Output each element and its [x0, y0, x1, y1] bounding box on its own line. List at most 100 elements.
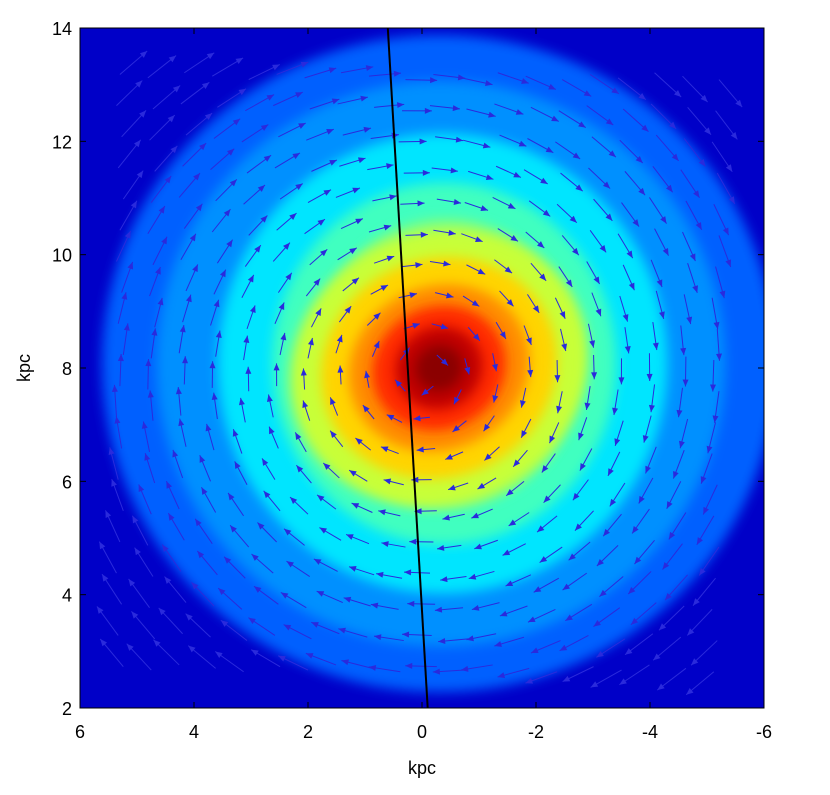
velocity-vector [322, 462, 340, 479]
velocity-vector [232, 429, 243, 454]
velocity-vector [646, 353, 653, 381]
velocity-vector [248, 215, 268, 236]
density-map [101, 34, 764, 693]
velocity-vector [466, 264, 486, 275]
velocity-vector [447, 482, 469, 491]
velocity-vector [220, 619, 248, 641]
velocity-vector [245, 94, 275, 112]
velocity-vector [279, 183, 304, 200]
velocity-vector [150, 175, 172, 203]
velocity-vector [402, 107, 432, 114]
velocity-vector [468, 170, 494, 181]
velocity-vector [351, 502, 373, 513]
velocity-vector [316, 494, 337, 510]
velocity-vector [574, 510, 594, 531]
y-tick-label: 6 [62, 472, 72, 492]
velocity-vector [494, 259, 513, 274]
velocity-vector [429, 260, 451, 267]
velocity-vector [184, 52, 215, 74]
velocity-vector [348, 565, 375, 576]
velocity-vector [183, 203, 203, 229]
velocity-vector [525, 75, 557, 90]
velocity-vector [716, 328, 723, 361]
velocity-vector [664, 574, 688, 601]
velocity-vector [497, 667, 530, 679]
velocity-vector [274, 302, 285, 324]
velocity-vector [280, 592, 307, 609]
velocity-vector [185, 112, 213, 136]
velocity-vector [374, 102, 405, 109]
velocity-vector [527, 294, 540, 314]
velocity-vector [554, 297, 566, 319]
velocity-vector [686, 609, 713, 636]
velocity-vector [666, 481, 682, 509]
velocity-vector [372, 194, 397, 202]
velocity-vector [128, 578, 150, 608]
velocity-vector [215, 178, 238, 202]
x-tick-label: -4 [642, 722, 658, 742]
velocity-vector [305, 652, 337, 666]
velocity-vector [508, 512, 530, 527]
velocity-vector [539, 546, 563, 563]
velocity-vector [185, 613, 211, 638]
velocity-vector [381, 541, 406, 548]
velocity-vector [682, 356, 689, 387]
velocity-vector [648, 384, 656, 413]
velocity-vector [519, 387, 527, 408]
velocity-vector [654, 72, 682, 98]
velocity-vector [217, 88, 247, 108]
velocity-vector [718, 79, 743, 108]
velocity-vector [588, 167, 611, 189]
velocity-vector [119, 50, 148, 75]
velocity-vector [307, 337, 314, 359]
velocity-vector [355, 437, 372, 451]
velocity-vector [562, 666, 594, 683]
velocity-vector [436, 198, 462, 205]
velocity-vector [114, 416, 123, 449]
velocity-vector [409, 538, 434, 545]
velocity-vector [243, 335, 250, 361]
velocity-vector [348, 469, 368, 482]
velocity-vector [558, 110, 587, 129]
velocity-vector [712, 391, 720, 423]
velocity-vector [119, 200, 138, 231]
x-tick-label: 2 [303, 722, 313, 742]
velocity-vector [401, 631, 432, 638]
y-tick-label: 8 [62, 359, 72, 379]
velocity-vector [586, 105, 614, 126]
velocity-vector [277, 272, 293, 293]
velocity-vector [191, 581, 215, 607]
velocity-vector [342, 277, 360, 292]
velocity-vector [599, 576, 624, 598]
velocity-vector [145, 359, 152, 390]
velocity-vector [229, 524, 250, 548]
velocity-vector [248, 64, 280, 81]
velocity-vector [645, 446, 657, 474]
velocity-vector [149, 266, 161, 297]
velocity-vector [338, 305, 352, 323]
velocity-vector [178, 418, 187, 447]
velocity-vector [464, 202, 489, 211]
velocity-vector [429, 105, 460, 112]
velocity-vector [366, 312, 381, 326]
velocity-vector [471, 602, 500, 611]
velocity-vector [313, 558, 338, 572]
velocity-vector [624, 327, 631, 354]
velocity-vector [368, 664, 401, 673]
velocity-vector [438, 638, 469, 644]
velocity-vector [217, 587, 243, 610]
velocity-vector [380, 446, 399, 455]
velocity-vector [619, 139, 644, 164]
velocity-vector [147, 205, 166, 234]
velocity-vector [149, 114, 176, 141]
velocity-vector [187, 645, 216, 669]
velocity-vector [499, 290, 514, 307]
velocity-vector [706, 422, 717, 454]
y-tick-label: 12 [52, 132, 72, 152]
velocity-vector [711, 141, 733, 173]
velocity-vector [461, 77, 493, 87]
velocity-vector [624, 633, 654, 656]
velocity-vector [152, 85, 181, 110]
velocity-vector [590, 669, 622, 688]
